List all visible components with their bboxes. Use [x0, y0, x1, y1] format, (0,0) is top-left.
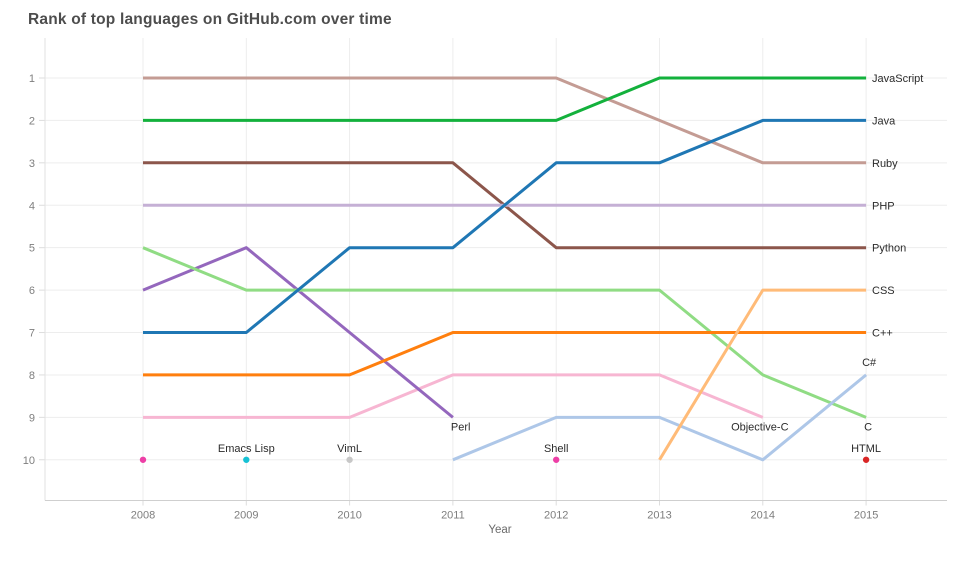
x-tick-label: 2009	[234, 510, 258, 522]
series-label-php: PHP	[872, 200, 895, 212]
series-line-javascript	[143, 76, 867, 122]
series-line-c	[142, 246, 867, 419]
x-tick-label: 2015	[854, 510, 878, 522]
series-label-viml: VimL	[337, 443, 362, 455]
series-line-ruby	[143, 76, 867, 165]
series-label-ruby: Ruby	[872, 158, 898, 170]
x-tick-label: 2013	[647, 510, 671, 522]
series-label-emacs-lisp: Emacs Lisp	[218, 443, 275, 455]
series-label-python: Python	[872, 243, 906, 255]
shell-marker	[553, 456, 560, 463]
series-line-java	[143, 118, 867, 334]
series-label-c: C++	[872, 328, 893, 340]
y-tick-label: 3	[29, 158, 35, 170]
series-line-css	[658, 288, 867, 461]
viml-marker	[346, 456, 353, 463]
x-tick-label: 2011	[441, 510, 465, 522]
series-label-c: C#	[862, 357, 877, 369]
y-tick-label: 4	[29, 200, 35, 212]
series-label-perl: Perl	[451, 421, 471, 433]
chart-title: Rank of top languages on GitHub.com over…	[28, 11, 392, 28]
shell-marker	[139, 456, 147, 463]
series-label-css: CSS	[872, 285, 895, 297]
html-marker	[862, 456, 870, 463]
series-line-c	[452, 373, 868, 462]
emacs-lisp-marker	[243, 456, 250, 463]
y-tick-label: 7	[29, 328, 35, 340]
y-tick-label: 6	[29, 285, 35, 297]
x-tick-label: 2014	[751, 510, 775, 522]
y-tick-label: 10	[23, 455, 35, 467]
y-tick-label: 2	[29, 115, 35, 127]
series-label-javascript: JavaScript	[872, 73, 923, 85]
series-label-shell: Shell	[544, 443, 568, 455]
x-tick-label: 2012	[544, 510, 568, 522]
x-tick-label: 2010	[337, 510, 361, 522]
x-axis-title: Year	[488, 524, 512, 536]
y-tick-label: 9	[29, 412, 35, 424]
y-tick-label: 1	[29, 73, 35, 85]
series-line-c	[143, 331, 867, 377]
series-label-java: Java	[872, 115, 896, 127]
series-label-html: HTML	[851, 443, 881, 455]
series-line-objective-c	[143, 373, 764, 419]
series-label-c: C	[864, 421, 872, 433]
series-label-objective-c: Objective-C	[731, 421, 789, 433]
y-tick-label: 5	[29, 243, 35, 255]
x-tick-label: 2008	[131, 510, 155, 522]
y-tick-label: 8	[29, 370, 35, 382]
